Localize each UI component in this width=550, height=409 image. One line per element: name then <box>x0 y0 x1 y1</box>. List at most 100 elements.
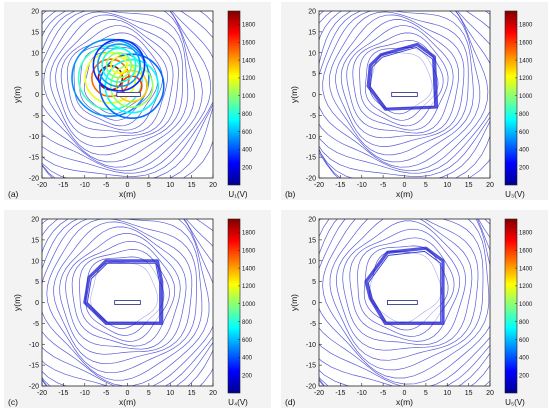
colorbar-tick-label: 1200 <box>242 284 256 290</box>
contour-line <box>42 11 213 178</box>
y-axis-label: y(m) <box>289 86 299 103</box>
contour-line <box>359 40 444 127</box>
contour-peak <box>105 52 133 79</box>
x-tick-label: -15 <box>335 390 345 397</box>
x-tick-label: 0 <box>403 390 407 397</box>
contour-panel: -20 -15 -10 -5 0 5 10 15 20 20 15 10 5 0 -5 -10 -15 -20 x(… <box>4 210 271 408</box>
colorbar-label: U₅(V) <box>505 398 525 407</box>
y-tick-label: 0 <box>35 300 39 307</box>
conductor-bar <box>116 92 141 97</box>
y-tick-label: -15 <box>29 363 39 370</box>
colorbar-label: U₃(V) <box>505 190 525 199</box>
colorbar <box>227 218 241 394</box>
colorbar-tick-label: 1200 <box>519 284 533 290</box>
x-axis-label: x(m) <box>119 397 136 407</box>
y-tick-label: -5 <box>33 321 39 328</box>
contour-line <box>60 25 168 134</box>
x-tick-label: 5 <box>147 182 151 189</box>
colorbar-tick-label: 1000 <box>519 302 533 308</box>
x-tick-label: -15 <box>58 182 68 189</box>
y-tick-label: -20 <box>306 176 316 183</box>
colorbar-label: U₄(V) <box>228 398 248 407</box>
colorbar-tick-label: 600 <box>519 130 530 136</box>
y-tick-label: 0 <box>312 300 316 307</box>
colorbar-tick-label: 600 <box>242 130 253 136</box>
y-tick-label: -20 <box>306 384 316 391</box>
colorbar-tick-label: 1400 <box>242 58 256 64</box>
colorbar-tick-label: 200 <box>519 165 530 171</box>
contour-line <box>346 25 454 134</box>
colorbar-tick-label: 600 <box>519 338 530 344</box>
contour-line <box>319 11 489 172</box>
y-tick-label: 5 <box>35 279 39 286</box>
contour-line <box>43 11 184 156</box>
x-tick-label: 20 <box>486 390 494 397</box>
contour-line <box>42 219 210 386</box>
contour-line <box>42 11 211 174</box>
contour-line <box>59 226 187 355</box>
contour-line <box>65 233 181 350</box>
contour-peak <box>71 38 150 118</box>
x-tick-label: -10 <box>80 182 90 189</box>
conductor-bar <box>114 300 141 305</box>
panel-label: (c) <box>8 397 18 407</box>
fence-contour-band <box>364 246 445 325</box>
x-tick-label: 5 <box>424 182 428 189</box>
y-tick-label: 10 <box>308 50 316 57</box>
contour-lines <box>319 219 490 386</box>
contour-plot: -20 -15 -10 -5 0 5 10 15 20 20 15 10 5 0 -5 -10 -15 -20 x(… <box>285 9 533 200</box>
x-tick-label: 10 <box>443 390 451 397</box>
y-tick-label: 15 <box>308 237 316 244</box>
contour-line <box>349 228 461 342</box>
x-tick-label: -5 <box>380 390 386 397</box>
colorbar-tick-label: 1400 <box>519 266 533 272</box>
fence-contour-band <box>83 259 164 325</box>
conductor-bar <box>391 92 418 97</box>
x-tick-label: 20 <box>209 390 217 397</box>
y-tick-label: 10 <box>31 258 39 265</box>
contour-panel: -20 -15 -10 -5 0 5 10 15 20 20 15 10 5 0 -5 -10 -15 -20 x(… <box>4 2 271 200</box>
x-tick-label: 15 <box>465 390 473 397</box>
x-tick-label: 10 <box>166 182 174 189</box>
contour-line <box>42 219 213 386</box>
colorbar-tick-label: 1800 <box>519 231 533 237</box>
panel-label: (d) <box>285 397 296 407</box>
contour-lines <box>319 11 490 178</box>
contour-lines <box>42 11 213 178</box>
y-tick-label: 20 <box>31 9 39 16</box>
x-tick-label: 15 <box>188 182 196 189</box>
contour-peak <box>110 56 128 75</box>
x-tick-label: -5 <box>380 182 386 189</box>
x-tick-label: -5 <box>103 390 109 397</box>
colorbar-tick-label: 1000 <box>519 94 533 100</box>
contour-line <box>335 219 473 351</box>
colorbar-tick-label: 1800 <box>242 231 256 237</box>
colorbar-tick-label: 800 <box>519 320 530 326</box>
colorbar-tick-label: 400 <box>519 148 530 154</box>
colorbar-label: U₁(V) <box>228 190 247 199</box>
fence-interior <box>369 46 436 109</box>
colorbar <box>504 218 518 394</box>
contour-line <box>319 219 490 379</box>
y-tick-label: 5 <box>312 279 316 286</box>
x-tick-label: -10 <box>357 390 367 397</box>
contour-peak <box>96 43 141 88</box>
contour-plot: -20 -15 -10 -5 0 5 10 15 20 20 15 10 5 0 -5 -10 -15 -20 x(… <box>8 9 256 200</box>
colorbar-tick-label: 400 <box>519 356 530 362</box>
contour-line <box>319 219 490 386</box>
colorbar-tick-label: 1200 <box>519 76 533 82</box>
contour-line <box>319 11 490 177</box>
contour-line <box>319 219 490 385</box>
y-tick-label: 20 <box>31 217 39 224</box>
x-axis-label: x(m) <box>119 189 136 199</box>
x-tick-label: -15 <box>58 390 68 397</box>
conductor-bar <box>387 300 418 305</box>
colorbar-tick-label: 800 <box>242 112 253 118</box>
colorbar-tick-label: 1600 <box>519 249 533 255</box>
contour-lines <box>42 219 213 386</box>
colorbar-tick-label: 1000 <box>242 94 256 100</box>
contour-line <box>42 219 213 386</box>
x-tick-label: -20 <box>314 390 324 397</box>
y-tick-label: 5 <box>312 71 316 78</box>
contour-panel: -20 -15 -10 -5 0 5 10 15 20 20 15 10 5 0 -5 -10 -15 -20 x(… <box>281 2 548 200</box>
